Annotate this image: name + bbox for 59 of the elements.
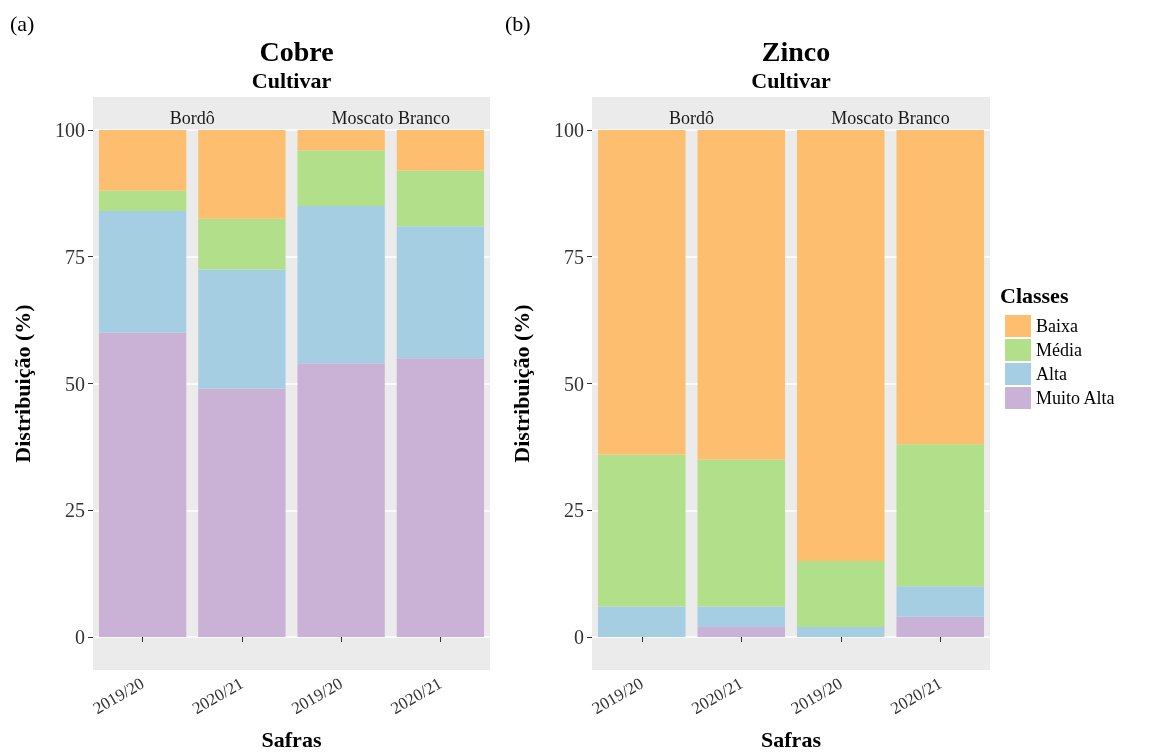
bar xyxy=(198,269,286,389)
bar xyxy=(198,388,286,638)
bar xyxy=(697,626,786,638)
y-tick-label: 0 xyxy=(574,626,584,649)
bar xyxy=(796,129,885,561)
bar xyxy=(396,129,485,171)
chart-title: Cobre xyxy=(259,35,334,67)
bar xyxy=(297,363,385,638)
bar xyxy=(198,129,286,219)
legend-label: Média xyxy=(1036,340,1082,360)
bar xyxy=(697,459,786,607)
y-tick-label: 50 xyxy=(564,372,584,395)
y-tick-label: 100 xyxy=(554,118,584,141)
annotation: Moscato Branco xyxy=(331,108,450,128)
bar xyxy=(597,606,686,638)
text: (a) xyxy=(10,10,35,36)
bar xyxy=(297,150,385,207)
bar xyxy=(297,206,385,364)
annotation: Bordô xyxy=(669,108,714,128)
bar xyxy=(396,226,485,359)
bar xyxy=(198,218,286,270)
legend-label: Alta xyxy=(1036,364,1067,384)
text: Cultivar xyxy=(251,67,332,93)
bar xyxy=(896,444,985,587)
y-axis-title: Distribuição (%) xyxy=(9,304,35,463)
bar xyxy=(796,626,885,638)
bar xyxy=(597,454,686,607)
text: (b) xyxy=(505,10,531,36)
bar xyxy=(396,170,485,227)
y-tick-label: 25 xyxy=(65,499,85,522)
bar xyxy=(396,358,485,638)
bar xyxy=(98,332,187,638)
y-tick-label: 75 xyxy=(564,245,584,268)
bar xyxy=(697,606,786,627)
text: Cultivar xyxy=(751,67,831,93)
annotation: Moscato Branco xyxy=(831,108,950,128)
bar xyxy=(98,211,187,333)
legend-title: Classes xyxy=(1000,282,1069,308)
bar xyxy=(697,129,786,460)
bar xyxy=(896,616,985,638)
y-tick-label: 75 xyxy=(65,245,85,268)
bar xyxy=(297,129,385,151)
y-tick-label: 100 xyxy=(55,118,85,141)
annotation: Bordô xyxy=(169,108,215,128)
y-tick-label: 0 xyxy=(75,626,85,649)
legend-label: Baixa xyxy=(1036,316,1078,336)
y-tick-label: 50 xyxy=(65,372,85,395)
bar xyxy=(796,560,885,627)
bar xyxy=(597,129,686,455)
chart-title: Zinco xyxy=(761,35,831,67)
x-axis-title: Safras xyxy=(261,726,322,752)
x-axis-title: Safras xyxy=(761,726,822,752)
bar xyxy=(896,129,985,445)
y-axis-title: Distribuição (%) xyxy=(508,304,534,463)
legend-label: Muito Alta xyxy=(1036,388,1115,408)
bar xyxy=(98,129,187,191)
y-tick-label: 25 xyxy=(564,499,584,522)
bar xyxy=(896,586,985,617)
bar xyxy=(98,190,187,212)
